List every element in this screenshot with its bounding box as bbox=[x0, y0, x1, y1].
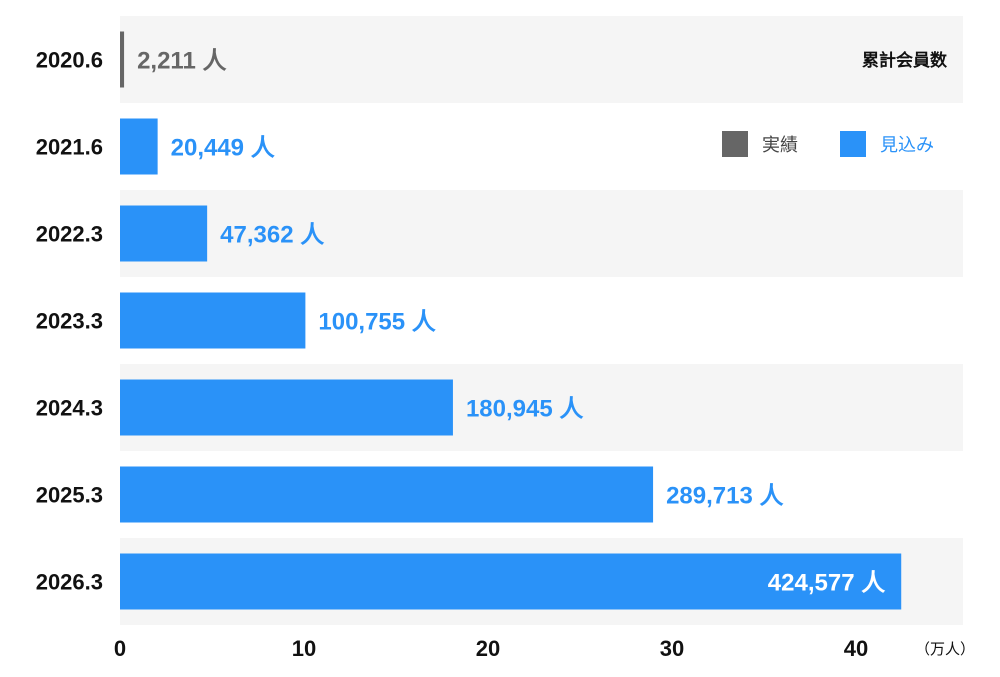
row-band bbox=[120, 16, 963, 103]
category-label: 2020.6 bbox=[36, 48, 103, 73]
category-label: 2024.3 bbox=[36, 396, 103, 421]
bar bbox=[120, 118, 158, 175]
value-label: 424,577 人 bbox=[768, 570, 885, 597]
category-label: 2023.3 bbox=[36, 309, 103, 334]
category-label: 2025.3 bbox=[36, 483, 103, 508]
legend: 実績 見込み bbox=[722, 131, 934, 157]
x-tick-label: 0 bbox=[114, 636, 126, 661]
bar bbox=[120, 205, 208, 262]
value-label: 100,755 人 bbox=[318, 309, 435, 336]
value-label: 289,713 人 bbox=[666, 483, 783, 510]
row-bands bbox=[120, 16, 963, 625]
x-axis-unit-label: （万人） bbox=[915, 640, 975, 658]
x-tick-label: 40 bbox=[844, 636, 868, 661]
value-label: 180,945 人 bbox=[466, 396, 583, 423]
bar bbox=[120, 553, 902, 610]
value-label: 20,449 人 bbox=[171, 135, 275, 162]
bar bbox=[120, 466, 654, 523]
value-label: 2,211 人 bbox=[137, 48, 226, 75]
bars bbox=[120, 31, 902, 610]
x-tick-label: 20 bbox=[476, 636, 500, 661]
legend-swatch bbox=[722, 131, 748, 157]
category-label: 2026.3 bbox=[36, 570, 103, 595]
bar bbox=[120, 292, 306, 349]
x-axis-ticks: 0 10 20 30 40 bbox=[114, 636, 868, 661]
legend-swatch bbox=[840, 131, 866, 157]
category-label: 2022.3 bbox=[36, 222, 103, 247]
legend-label: 実績 bbox=[762, 135, 798, 156]
row-band bbox=[120, 190, 963, 277]
legend-label: 見込み bbox=[880, 135, 934, 156]
category-labels: 2020.6 2021.6 2022.3 2023.3 2024.3 2025.3 2026… bbox=[36, 48, 103, 595]
chart-title: 累計会員数 bbox=[862, 50, 948, 71]
value-labels: 2,211 人 20,449 人 47,362 人 100,755 人 180,945 … bbox=[137, 48, 885, 597]
category-label: 2021.6 bbox=[36, 135, 103, 160]
bar bbox=[120, 379, 453, 436]
value-label: 47,362 人 bbox=[220, 222, 324, 249]
bar bbox=[120, 31, 125, 88]
x-tick-label: 30 bbox=[660, 636, 684, 661]
x-tick-label: 10 bbox=[292, 636, 316, 661]
